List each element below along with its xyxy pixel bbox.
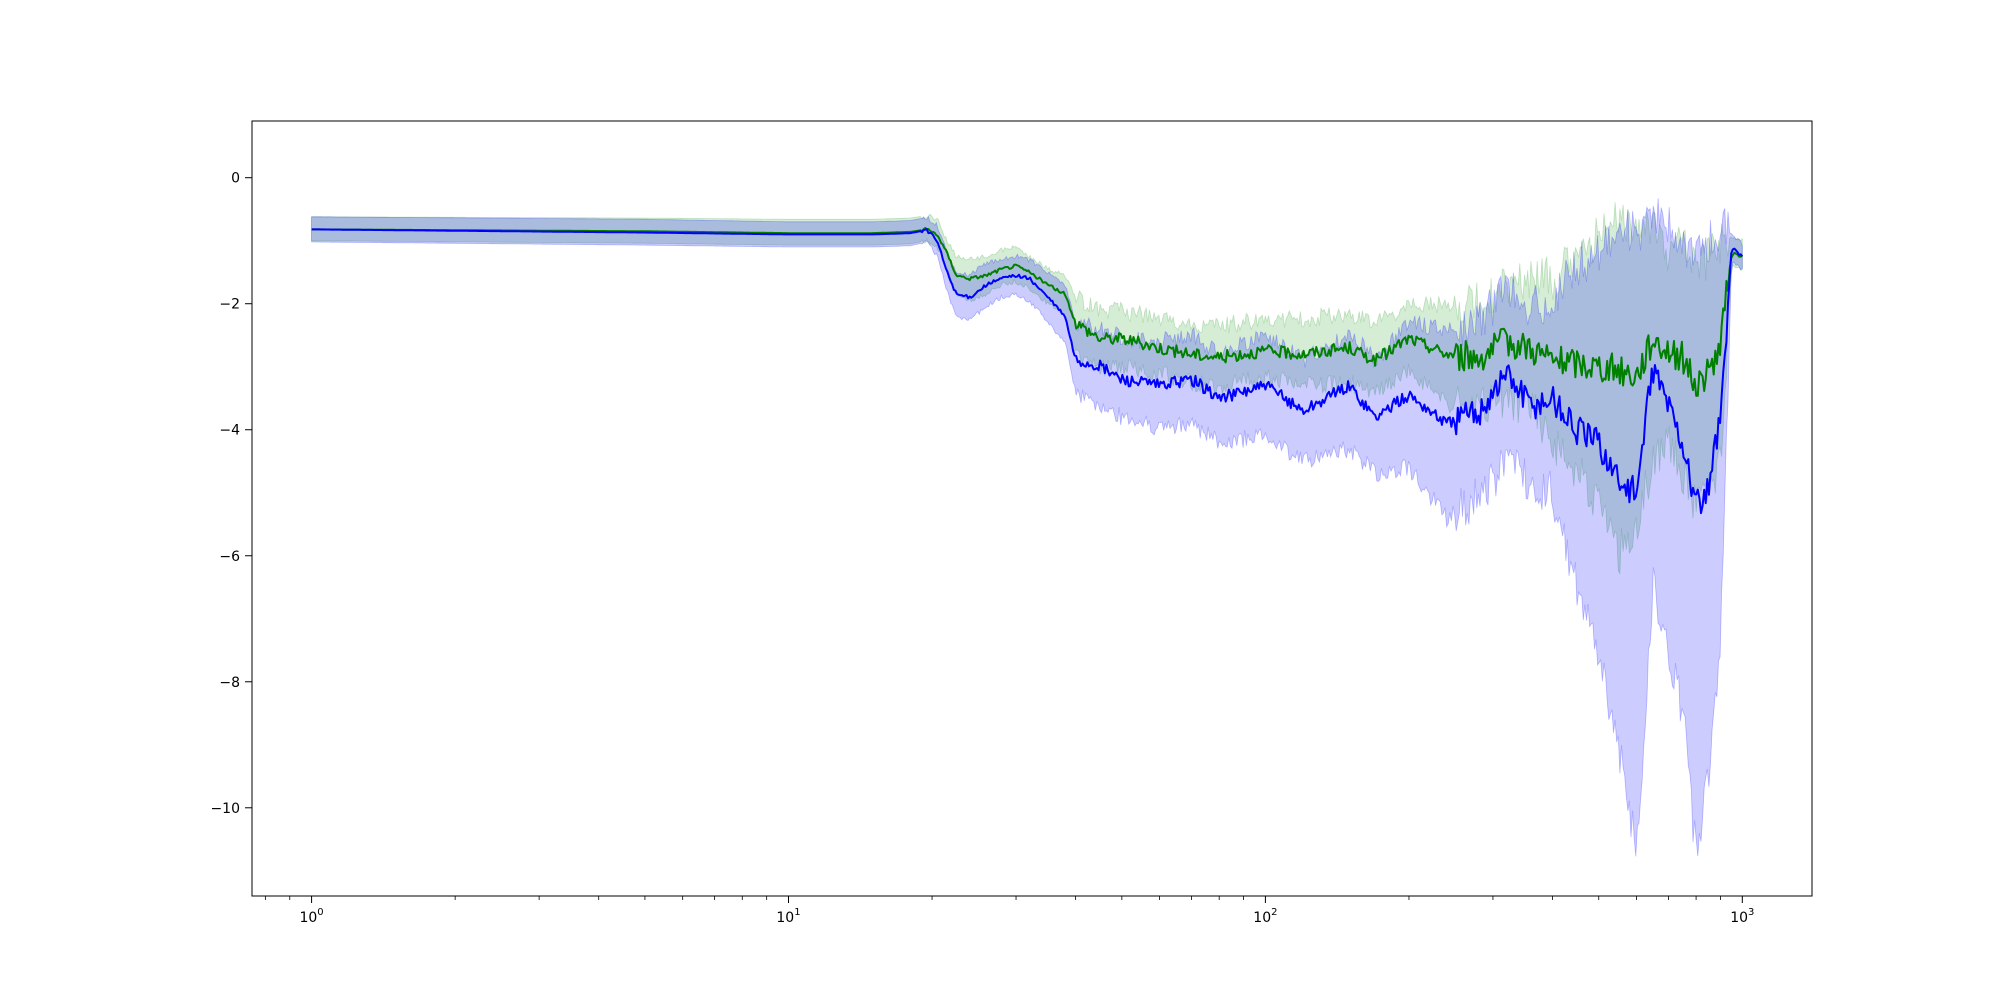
series-1-band	[311, 202, 1743, 575]
y-tick-label: −2	[219, 297, 240, 313]
x-tick-label: 101	[776, 907, 800, 926]
x-tick-label: 103	[1730, 907, 1754, 926]
x-tick-label: 102	[1253, 907, 1277, 926]
series-2-line	[311, 228, 1744, 515]
y-tick-label: −4	[219, 423, 240, 439]
x-tick-label: 100	[299, 907, 323, 926]
axes-frame	[251, 120, 1813, 897]
y-tick-label: −8	[219, 675, 240, 691]
y-tick-label: −6	[219, 549, 240, 565]
y-tick-label: −10	[210, 801, 240, 817]
plot-area	[311, 198, 1744, 857]
x-axis: 100 101 102 103	[264, 896, 1754, 926]
y-axis: 0 −2 −4 −6 −8 −10	[210, 171, 252, 817]
series-2-band	[311, 198, 1743, 857]
y-tick-label: 0	[231, 171, 240, 187]
